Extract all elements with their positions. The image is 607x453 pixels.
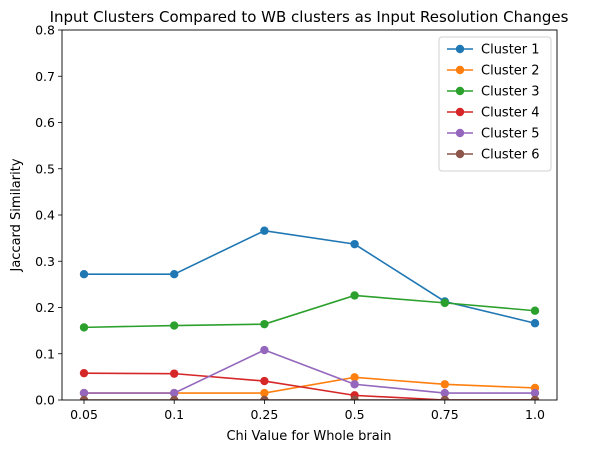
data-point-cluster-2 — [440, 380, 449, 389]
legend-item: Cluster 4 — [447, 106, 540, 121]
y-axis-title: Jaccard Similarity — [9, 158, 24, 272]
y-tick-label: 0.3 — [35, 254, 55, 269]
legend-item: Cluster 6 — [447, 148, 540, 163]
legend-marker — [455, 107, 465, 117]
data-point-cluster-3 — [260, 319, 269, 329]
series-group — [79, 226, 540, 400]
series-line-cluster-1 — [84, 229, 536, 325]
data-point-cluster-6 — [530, 395, 540, 400]
legend-label: Cluster 6 — [481, 148, 540, 163]
data-point-cluster-1 — [170, 270, 179, 279]
legend-item: Cluster 5 — [447, 127, 540, 142]
y-tick-label: 0.7 — [35, 69, 55, 84]
legend-marker — [455, 65, 465, 75]
data-point-cluster-3 — [79, 323, 89, 332]
data-point-cluster-5 — [350, 380, 359, 389]
chart-title: Input Clusters Compared to WB clusters a… — [50, 8, 569, 26]
series-line-cluster-5 — [84, 349, 535, 394]
series-line-cluster-2 — [84, 376, 536, 394]
data-point-cluster-1 — [79, 270, 89, 279]
data-point-cluster-6 — [79, 395, 89, 400]
data-point-cluster-3 — [170, 321, 179, 330]
y-tick-label: 0.4 — [35, 208, 55, 223]
x-tick-label: 0.25 — [250, 407, 278, 422]
data-point-cluster-6 — [260, 395, 269, 400]
x-tick-label: 0.75 — [431, 407, 459, 422]
data-point-cluster-2 — [350, 373, 359, 382]
data-point-cluster-6 — [350, 395, 359, 400]
x-axis-title: Chi Value for Whole brain — [226, 429, 391, 444]
legend-marker — [455, 44, 465, 54]
legend-label: Cluster 3 — [481, 85, 540, 100]
data-point-cluster-3 — [440, 298, 449, 308]
y-tick-label: 0.1 — [35, 346, 55, 361]
data-point-cluster-5 — [530, 388, 540, 398]
plot-frame — [61, 29, 558, 401]
x-tick-label: 0.05 — [70, 407, 98, 422]
x-tick-label: 0.5 — [345, 407, 365, 422]
data-point-cluster-3 — [350, 291, 359, 300]
x-tick-label: 0.1 — [164, 407, 184, 422]
data-point-cluster-5 — [440, 388, 449, 398]
legend-item: Cluster 1 — [447, 43, 540, 58]
y-tick-label: 0.2 — [35, 300, 55, 315]
data-point-cluster-4 — [79, 368, 89, 378]
legend-marker — [455, 86, 465, 96]
legend-item: Cluster 2 — [447, 64, 540, 79]
legend-label: Cluster 5 — [481, 127, 540, 142]
series-line-cluster-4 — [83, 372, 535, 400]
y-tick-label: 0.8 — [35, 23, 55, 38]
legend-label: Cluster 1 — [481, 43, 540, 58]
legend-marker — [455, 128, 465, 138]
data-point-cluster-6 — [170, 395, 179, 400]
data-point-cluster-2 — [260, 388, 269, 398]
data-point-cluster-5 — [170, 388, 179, 398]
data-point-cluster-4 — [260, 376, 269, 386]
legend: Cluster 1 Cluster 2 Cluster 3 Cluster 4 Clus… — [438, 36, 552, 172]
data-point-cluster-6 — [440, 395, 449, 400]
data-point-cluster-5 — [260, 345, 269, 355]
data-point-cluster-3 — [530, 306, 540, 315]
legend-label: Cluster 4 — [481, 106, 540, 121]
y-tick-label: 0.6 — [35, 115, 55, 130]
x-tick-label: 1.0 — [525, 407, 545, 422]
y-tick-label: 0.0 — [35, 393, 55, 408]
data-point-cluster-4 — [170, 369, 179, 378]
data-point-cluster-1 — [530, 319, 540, 328]
legend-marker — [455, 149, 465, 159]
legend-label: Cluster 2 — [481, 64, 540, 79]
series-line-cluster-3 — [83, 294, 536, 329]
legend-item: Cluster 3 — [447, 85, 540, 100]
data-point-cluster-1 — [260, 226, 269, 235]
data-point-cluster-1 — [350, 239, 359, 249]
y-tick-label: 0.5 — [35, 161, 55, 176]
data-point-cluster-5 — [79, 388, 89, 398]
